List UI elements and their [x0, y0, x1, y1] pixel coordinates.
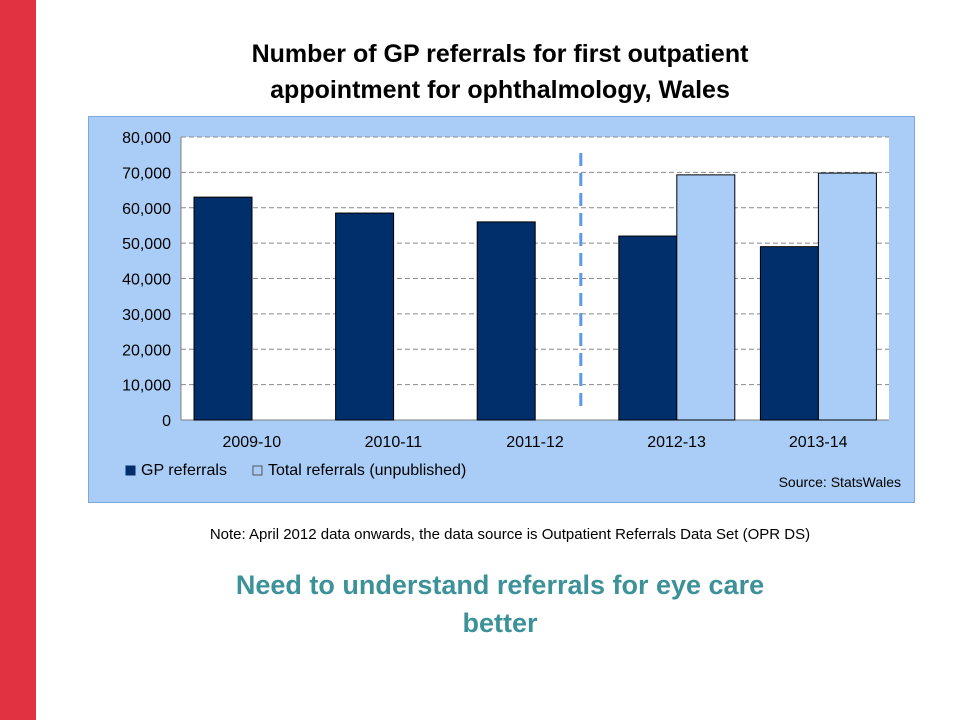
x-tick-label: 2012-13	[647, 434, 706, 451]
y-tick-label: 80,000	[122, 130, 171, 147]
y-tick-label: 70,000	[122, 165, 171, 182]
y-tick-label: 40,000	[122, 272, 171, 289]
legend-swatch	[252, 465, 263, 476]
bar-gp-referrals	[335, 212, 395, 421]
x-tick-label: 2013-14	[789, 434, 848, 451]
key-message-line-2: better	[462, 608, 538, 638]
bar-gp-referrals	[618, 235, 678, 421]
y-tick-label: 60,000	[122, 201, 171, 218]
x-tick-label: 2011-12	[506, 434, 564, 451]
chart-title-line-1: Number of GP referrals for first outpati…	[251, 40, 749, 68]
key-message: Need to understand referrals for eye car…	[180, 566, 820, 642]
y-tick-label: 0	[162, 413, 171, 430]
legend-swatch	[125, 465, 136, 476]
x-tick-label: 2009-10	[222, 434, 281, 451]
accent-bar	[0, 0, 36, 720]
y-tick-label: 50,000	[122, 236, 171, 253]
legend-label: Total referrals (unpublished)	[268, 462, 466, 479]
chart-area: 0 10,000 20,000 30,000 40,000 50,000 60,000 70,…	[88, 116, 915, 503]
chart-title: Number of GP referrals for first outpati…	[150, 36, 850, 108]
y-tick-label: 20,000	[122, 342, 171, 359]
bar-gp-referrals	[759, 246, 819, 421]
key-message-line-1: Need to understand referrals for eye car…	[235, 570, 765, 600]
bar-gp-referrals	[193, 196, 253, 421]
chart-title-line-2: appointment for ophthalmology, Wales	[270, 76, 730, 104]
bar-total-referrals	[817, 172, 877, 421]
x-tick-label: 2010-11	[365, 434, 423, 451]
source-label: Source: StatsWales	[779, 474, 901, 490]
bar-gp-referrals	[476, 221, 536, 421]
bar-total-referrals	[676, 174, 736, 421]
y-tick-label: 30,000	[122, 307, 171, 324]
bar-chart: 0 10,000 20,000 30,000 40,000 50,000 60,000 70,…	[122, 130, 901, 490]
legend-label: GP referrals	[141, 462, 227, 479]
data-source-note: Note: April 2012 data onwards, the data …	[209, 526, 811, 543]
y-tick-label: 10,000	[122, 378, 171, 395]
